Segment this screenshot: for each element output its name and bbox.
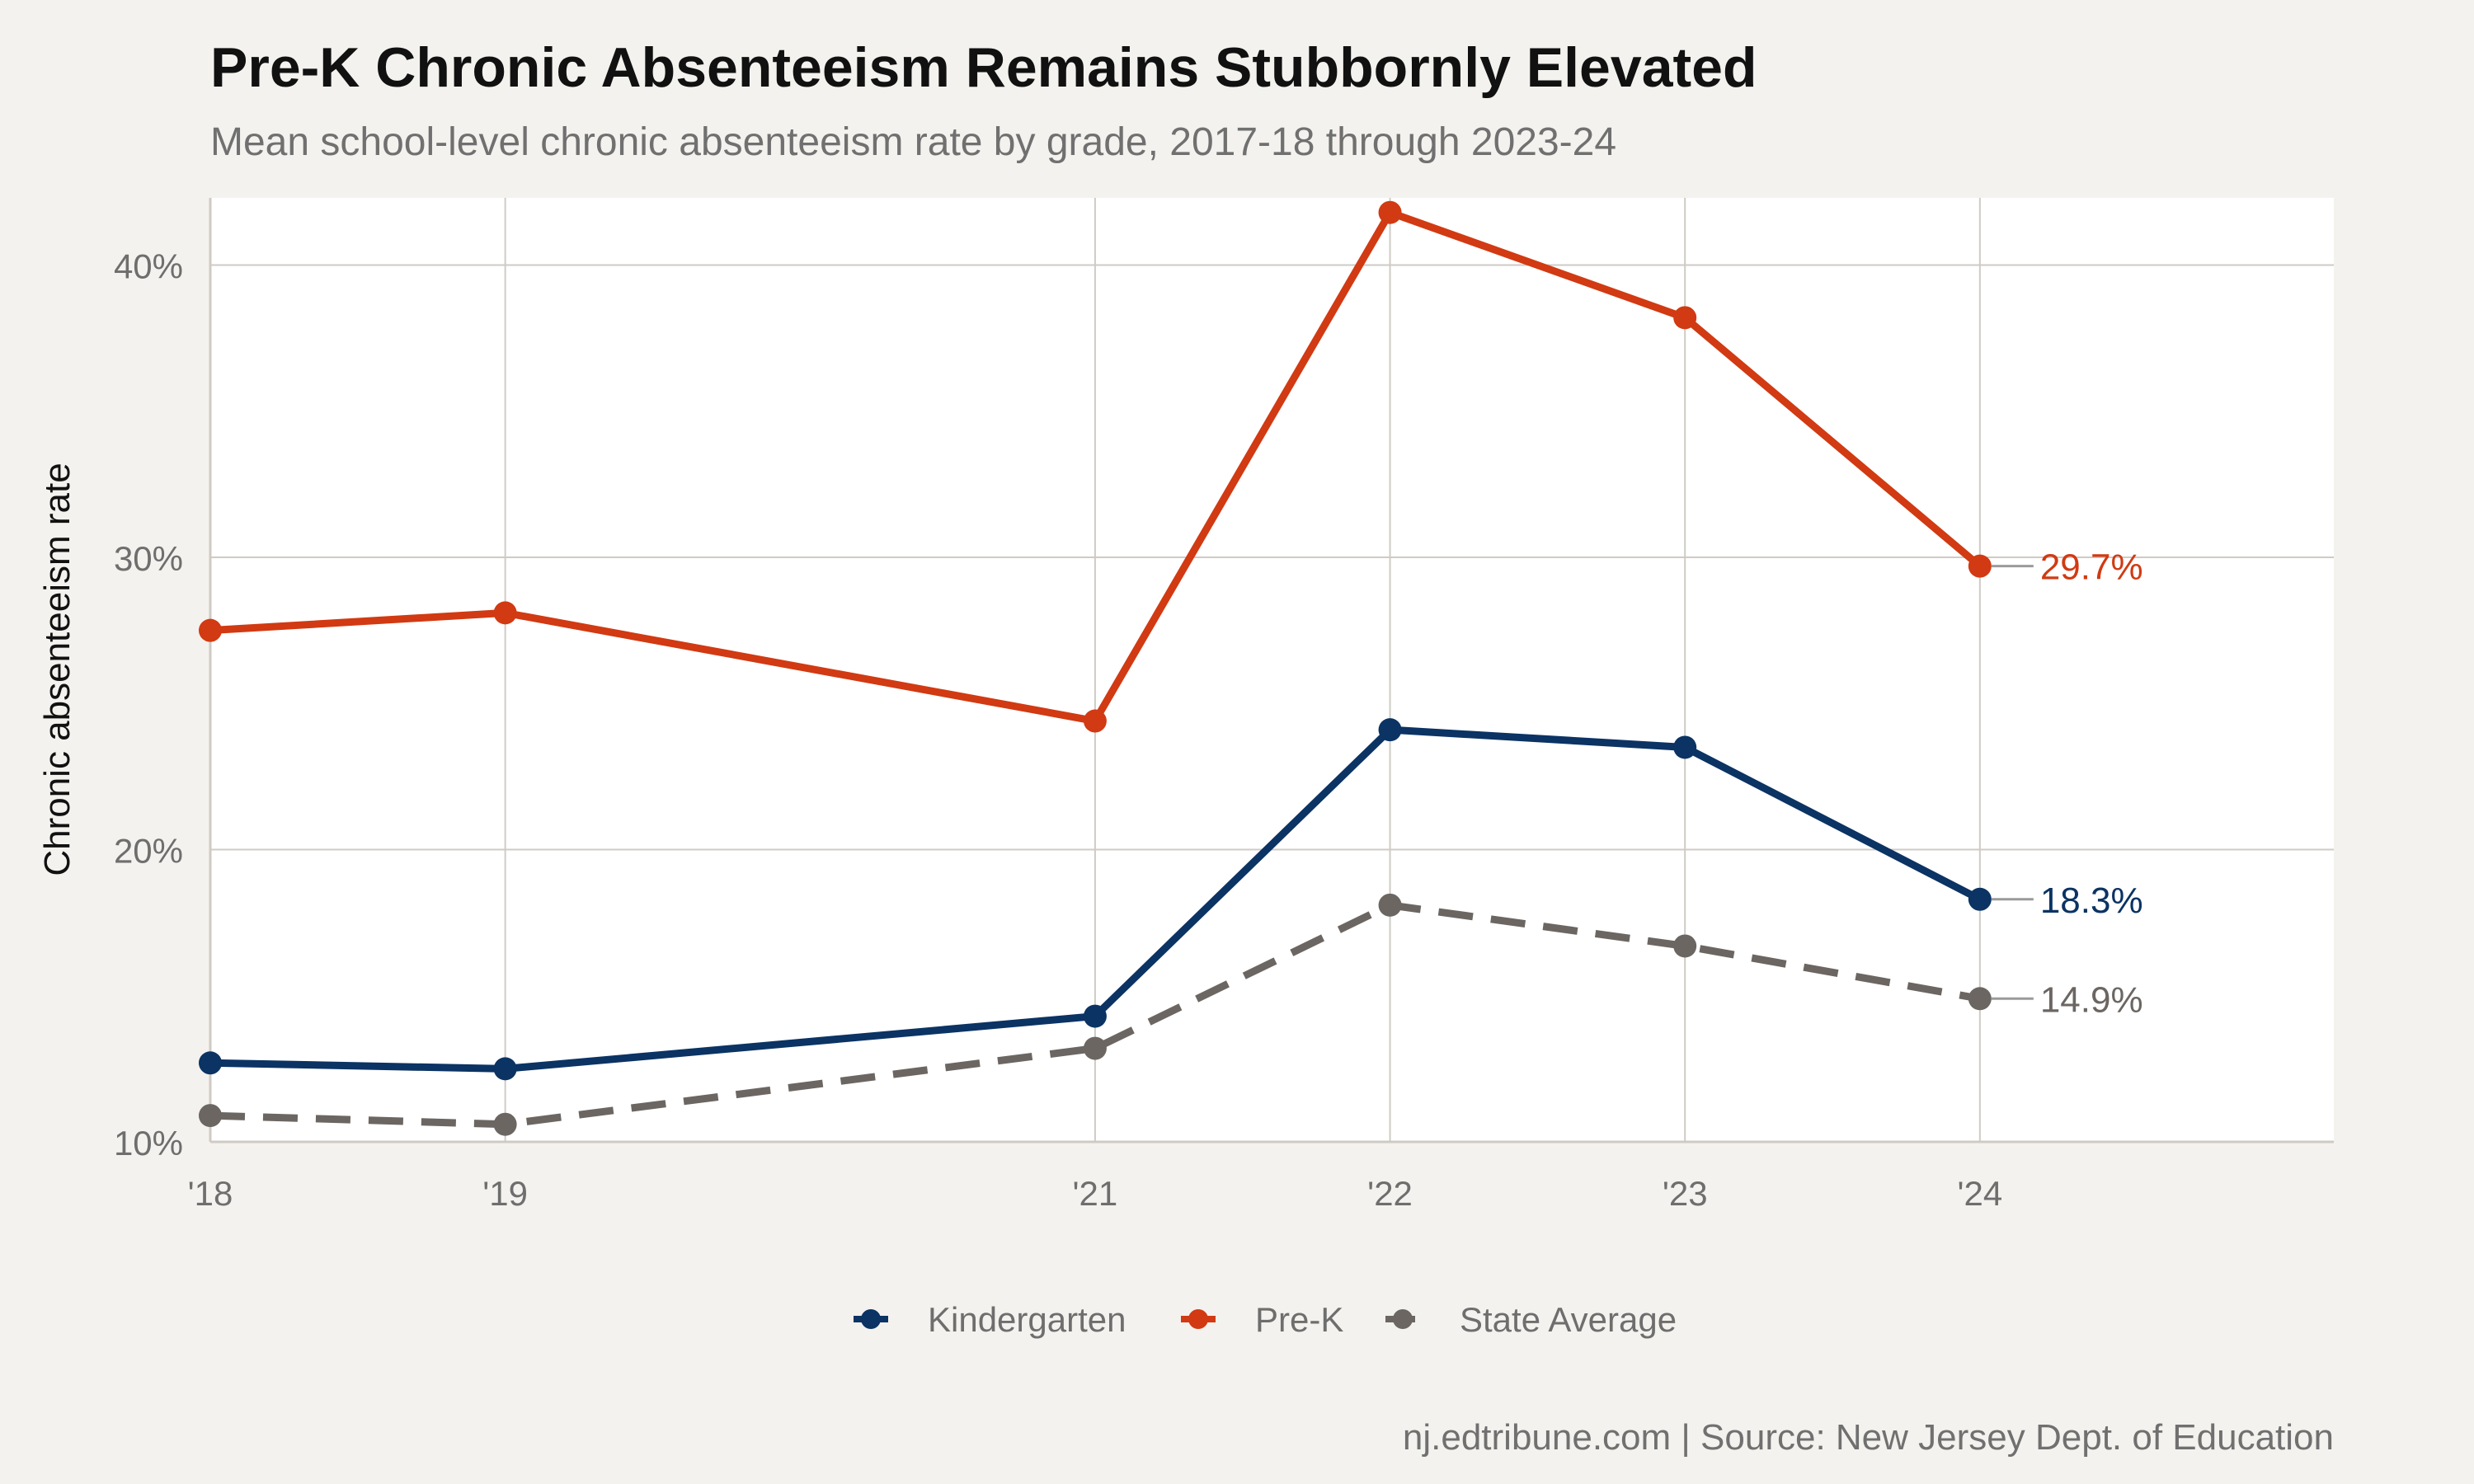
x-tick-label: '19	[482, 1174, 528, 1213]
legend-key-point	[1188, 1309, 1208, 1329]
data-point-state	[1083, 1036, 1107, 1060]
y-axis-label: Chronic absenteeism rate	[37, 463, 78, 876]
y-tick-label: 40%	[114, 247, 183, 286]
x-tick-label: '21	[1073, 1174, 1118, 1213]
data-point-prek	[199, 618, 222, 642]
y-tick-label: 10%	[114, 1124, 183, 1162]
data-point-prek	[1968, 554, 1992, 578]
data-point-state	[1378, 893, 1402, 917]
data-point-state	[1968, 987, 1992, 1011]
plot-panel	[210, 198, 2334, 1142]
legend: Kindergarten Pre-K State Average	[854, 1300, 1677, 1339]
axes: 10% 20% 30% 40% '18 '19 '21 '22 '23 '24	[114, 198, 2334, 1213]
data-point-state	[199, 1104, 222, 1128]
end-label-kindergarten: 18.3%	[2040, 881, 2143, 921]
end-label-state: 14.9%	[2040, 979, 2143, 1020]
legend-key-point	[1393, 1309, 1413, 1329]
data-point-state	[1673, 934, 1697, 958]
legend-label: Kindergarten	[928, 1300, 1126, 1339]
x-tick-label: '18	[188, 1174, 233, 1213]
x-tick-label: '24	[1957, 1174, 2002, 1213]
chart-caption: nj.edtribune.com | Source: New Jersey De…	[1403, 1417, 2334, 1458]
data-point-prek	[1083, 709, 1107, 733]
data-point-prek	[493, 601, 517, 625]
x-tick-label: '22	[1367, 1174, 1413, 1213]
data-point-kindergarten	[493, 1057, 517, 1081]
legend-key-point	[861, 1309, 881, 1329]
series-line-prek	[206, 209, 1984, 726]
end-label-prek: 29.7%	[2040, 547, 2143, 588]
data-point-kindergarten	[1673, 735, 1697, 759]
series-lines	[199, 200, 1992, 1136]
chart-subtitle: Mean school-level chronic absenteeism ra…	[210, 120, 1616, 164]
legend-label: Pre-K	[1255, 1300, 1343, 1339]
data-point-kindergarten	[199, 1051, 222, 1075]
x-tick-label: '23	[1663, 1174, 1708, 1213]
data-point-kindergarten	[1968, 887, 1992, 911]
end-labels: 14.9% 18.3% 29.7%	[1991, 547, 2143, 1020]
data-point-state	[493, 1112, 517, 1136]
data-point-prek	[1673, 306, 1697, 330]
y-tick-label: 30%	[114, 539, 183, 578]
chart-title: Pre-K Chronic Absenteeism Remains Stubbo…	[210, 36, 1757, 99]
data-point-kindergarten	[1378, 718, 1402, 742]
y-tick-label: 20%	[114, 832, 183, 871]
data-point-prek	[1378, 200, 1402, 224]
series-line-kindergarten	[206, 726, 1984, 1073]
data-point-kindergarten	[1083, 1004, 1107, 1028]
legend-label: State Average	[1460, 1300, 1677, 1339]
